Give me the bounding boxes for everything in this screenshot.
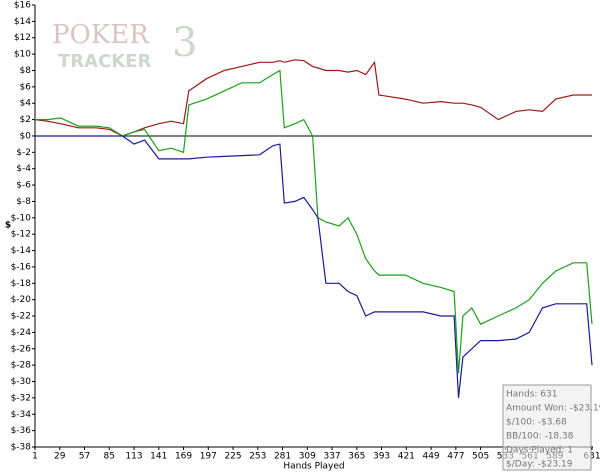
x-tick-label: 225: [224, 452, 241, 462]
y-tick-label: $12: [14, 33, 31, 43]
y-tick-label: $-32: [11, 393, 31, 403]
y-tick-label: $-28: [11, 361, 32, 371]
x-tick-label: 57: [79, 452, 90, 462]
y-tick-label: $-26: [11, 344, 32, 354]
y-axis-label: $: [5, 221, 11, 231]
stats-box: [502, 384, 592, 471]
y-tick-label: $-2: [16, 148, 31, 158]
x-tick-label: 631: [583, 452, 600, 462]
series-line: [34, 59, 592, 137]
y-tick-label: $-14: [11, 246, 32, 256]
x-tick-label: 505: [472, 452, 489, 462]
series-line: [35, 69, 593, 374]
logo: 3: [172, 20, 197, 66]
y-tick-label: $14: [14, 17, 31, 27]
x-tick-label: 281: [274, 452, 291, 462]
stats-text: Days Played: 1: [506, 446, 573, 456]
y-tick-label: $-8: [16, 197, 31, 207]
x-tick-label: 309: [299, 452, 316, 462]
x-tick-label: 85: [104, 452, 115, 462]
y-tick-label: $16: [14, 1, 31, 11]
x-tick-label: 1: [32, 452, 38, 462]
logo: POKER: [52, 20, 150, 50]
x-tick-label: 141: [150, 452, 167, 462]
x-tick-label: 169: [175, 452, 192, 462]
y-tick-label: $-20: [11, 295, 32, 305]
y-tick-label: $0: [20, 131, 32, 141]
stats-text: Amount Won: -$23.19: [506, 404, 600, 414]
x-tick-label: 197: [200, 452, 217, 462]
y-tick-label: $-38: [11, 443, 32, 453]
y-tick-label: $-22: [11, 312, 31, 322]
y-tick-label: $4: [20, 99, 32, 109]
x-tick-label: 365: [348, 452, 365, 462]
x-tick-label: 337: [323, 452, 340, 462]
y-tick-label: $-12: [11, 230, 31, 240]
series-line: [35, 135, 593, 398]
logo: TRACKER: [58, 51, 152, 72]
x-tick-label: 477: [447, 452, 464, 462]
y-tick-label: $2: [20, 115, 31, 125]
stats-text: Hands: 631: [506, 390, 557, 400]
y-tick-label: $-10: [11, 213, 32, 223]
stats-text: $/Day: -$23.19: [506, 460, 573, 470]
y-tick-label: $-18: [11, 279, 32, 289]
x-tick-label: 29: [54, 452, 66, 462]
y-tick-label: $-24: [11, 328, 32, 338]
y-tick-label: $8: [20, 66, 32, 76]
x-axis-label: Hands Played: [283, 462, 344, 472]
y-tick-label: $6: [20, 82, 32, 92]
y-tick-label: $-16: [11, 262, 32, 272]
x-tick-label: 421: [398, 452, 415, 462]
y-tick-label: $-36: [11, 426, 32, 436]
x-tick-label: 253: [249, 452, 266, 462]
y-tick-label: $-4: [16, 164, 31, 174]
y-tick-label: $-30: [11, 377, 32, 387]
stats-text: BB/100: -18.38: [506, 432, 574, 442]
y-tick-label: $10: [14, 50, 31, 60]
x-tick-label: 393: [373, 452, 390, 462]
x-tick-label: 113: [125, 452, 142, 462]
y-tick-label: $-6: [16, 181, 31, 191]
y-tick-label: $-34: [11, 410, 32, 420]
x-tick-label: 449: [422, 452, 439, 462]
stats-text: $/100: -$3.68: [506, 418, 567, 428]
